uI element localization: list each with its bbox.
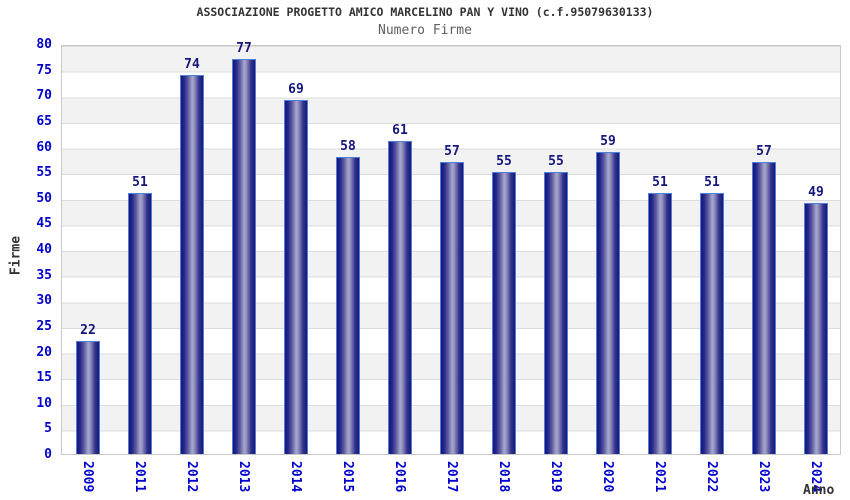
x-tick-label: 2021 xyxy=(651,461,667,493)
x-tick-label: 2017 xyxy=(443,461,459,493)
bar xyxy=(492,172,516,454)
y-tick-label: 50 xyxy=(36,190,52,206)
bar-slot: 61 xyxy=(374,46,426,454)
y-tick-label: 80 xyxy=(36,37,52,52)
x-tick-label: 2020 xyxy=(599,461,615,493)
y-tick-label: 35 xyxy=(36,267,52,283)
bar xyxy=(336,156,360,454)
y-tick-label: 5 xyxy=(44,421,52,437)
y-tick-label: 60 xyxy=(36,139,52,155)
bar-value-label: 59 xyxy=(600,133,616,149)
x-tick-label: 2012 xyxy=(183,461,199,493)
x-tick-label: 2013 xyxy=(235,461,251,493)
bar-value-label: 51 xyxy=(132,174,148,190)
bar xyxy=(232,59,256,454)
bar-slot: 59 xyxy=(582,46,634,454)
bar xyxy=(544,172,568,454)
bar-value-label: 51 xyxy=(652,174,668,190)
bar-slot: 51 xyxy=(114,46,166,454)
x-axis-title: Anno xyxy=(803,483,835,498)
bar xyxy=(440,161,464,454)
bar-value-label: 55 xyxy=(548,154,564,170)
y-tick-label: 45 xyxy=(36,216,52,232)
bar xyxy=(700,192,724,454)
bar-value-label: 77 xyxy=(236,41,252,57)
bar-slot: 77 xyxy=(218,42,270,454)
bar-slot: 74 xyxy=(166,46,218,454)
x-tick-label: 2019 xyxy=(547,461,563,493)
bar-value-label: 57 xyxy=(756,143,772,159)
bar-slot: 57 xyxy=(426,46,478,454)
bar-value-label: 57 xyxy=(444,143,460,159)
bar-value-label: 58 xyxy=(340,138,356,154)
bar-slot: 22 xyxy=(62,46,114,454)
bar xyxy=(284,100,308,454)
bar-slot: 55 xyxy=(478,46,530,454)
x-tick-label: 2023 xyxy=(755,461,771,493)
bar xyxy=(76,341,100,454)
y-tick-label: 15 xyxy=(36,370,52,386)
y-tick-label: 20 xyxy=(36,344,52,360)
y-tick-label: 75 xyxy=(36,62,52,78)
y-tick-label: 65 xyxy=(36,113,52,129)
y-tick-label: 10 xyxy=(36,395,52,411)
x-tick-label: 2018 xyxy=(495,461,511,493)
bar xyxy=(804,202,828,454)
x-tick-label: 2011 xyxy=(131,461,147,493)
chart-subtitle: Numero Firme xyxy=(378,23,472,38)
bar-value-label: 69 xyxy=(288,82,304,98)
y-tick-label: 0 xyxy=(44,447,52,462)
bar-value-label: 61 xyxy=(392,123,408,139)
chart-title: ASSOCIAZIONE PROGETTO AMICO MARCELINO PA… xyxy=(196,5,654,19)
bar-slot: 49 xyxy=(790,46,842,454)
bar-slot: 51 xyxy=(686,46,738,454)
bar xyxy=(128,192,152,454)
y-tick-label: 30 xyxy=(36,293,52,309)
y-tick-label: 25 xyxy=(36,318,52,334)
plot-area: 22 51 74 77 69 58 61 57 55 55 59 51 51 57 49 xyxy=(61,42,842,455)
bar xyxy=(648,192,672,454)
bar-value-label: 55 xyxy=(496,154,512,170)
x-tick-label: 2016 xyxy=(391,461,407,493)
bar-slot: 51 xyxy=(634,46,686,454)
bar xyxy=(596,151,620,454)
y-tick-label: 40 xyxy=(36,242,52,257)
bar-value-label: 74 xyxy=(184,56,200,72)
y-axis-title: Firme xyxy=(8,235,24,276)
bar-slot: 69 xyxy=(270,46,322,454)
y-tick-label: 55 xyxy=(36,165,52,181)
x-tick-label: 2014 xyxy=(287,461,303,493)
bar xyxy=(388,141,412,454)
x-tick-label: 2009 xyxy=(79,461,95,493)
x-tick-label: 2022 xyxy=(703,461,719,493)
bar-slot: 55 xyxy=(530,46,582,454)
bar-value-label: 49 xyxy=(808,184,824,200)
x-tick-label: 2015 xyxy=(339,461,355,493)
bar-slot: 57 xyxy=(738,46,790,454)
bar xyxy=(752,161,776,454)
y-tick-label: 70 xyxy=(36,88,52,104)
bar-slot: 58 xyxy=(322,46,374,454)
bar-value-label: 22 xyxy=(80,323,96,339)
bar-value-label: 51 xyxy=(704,174,720,190)
bar xyxy=(180,74,204,454)
